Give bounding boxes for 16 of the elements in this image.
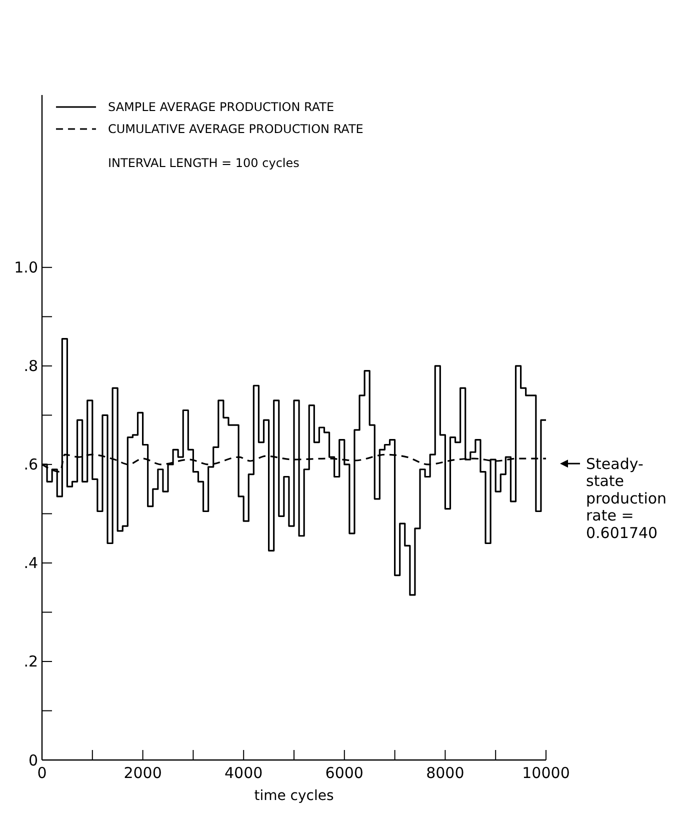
annotation: INTERVAL LENGTH = 100 cycles	[108, 156, 300, 170]
x-tick-label: 4000	[224, 764, 263, 782]
y-tick-label: 1.0	[14, 258, 38, 277]
x-tick-label: 2000	[124, 764, 162, 782]
x-tick-label: 6000	[325, 764, 364, 782]
annotation: Steady- state production rate = 0.601740	[586, 454, 667, 542]
y-tick-label: 0	[28, 751, 38, 770]
legend-label: CUMULATIVE AVERAGE PRODUCTION RATE	[108, 122, 364, 136]
y-tick-label: .6	[24, 456, 38, 474]
y-tick-label: .2	[24, 652, 38, 671]
y-tick-label: .4	[24, 554, 38, 572]
x-tick-label: 8000	[426, 764, 464, 782]
y-tick-label: .8	[24, 357, 38, 376]
x-tick-label: 10000	[522, 764, 570, 782]
x-axis-title: time cycles	[254, 788, 334, 804]
legend-label: SAMPLE AVERAGE PRODUCTION RATE	[108, 100, 334, 114]
